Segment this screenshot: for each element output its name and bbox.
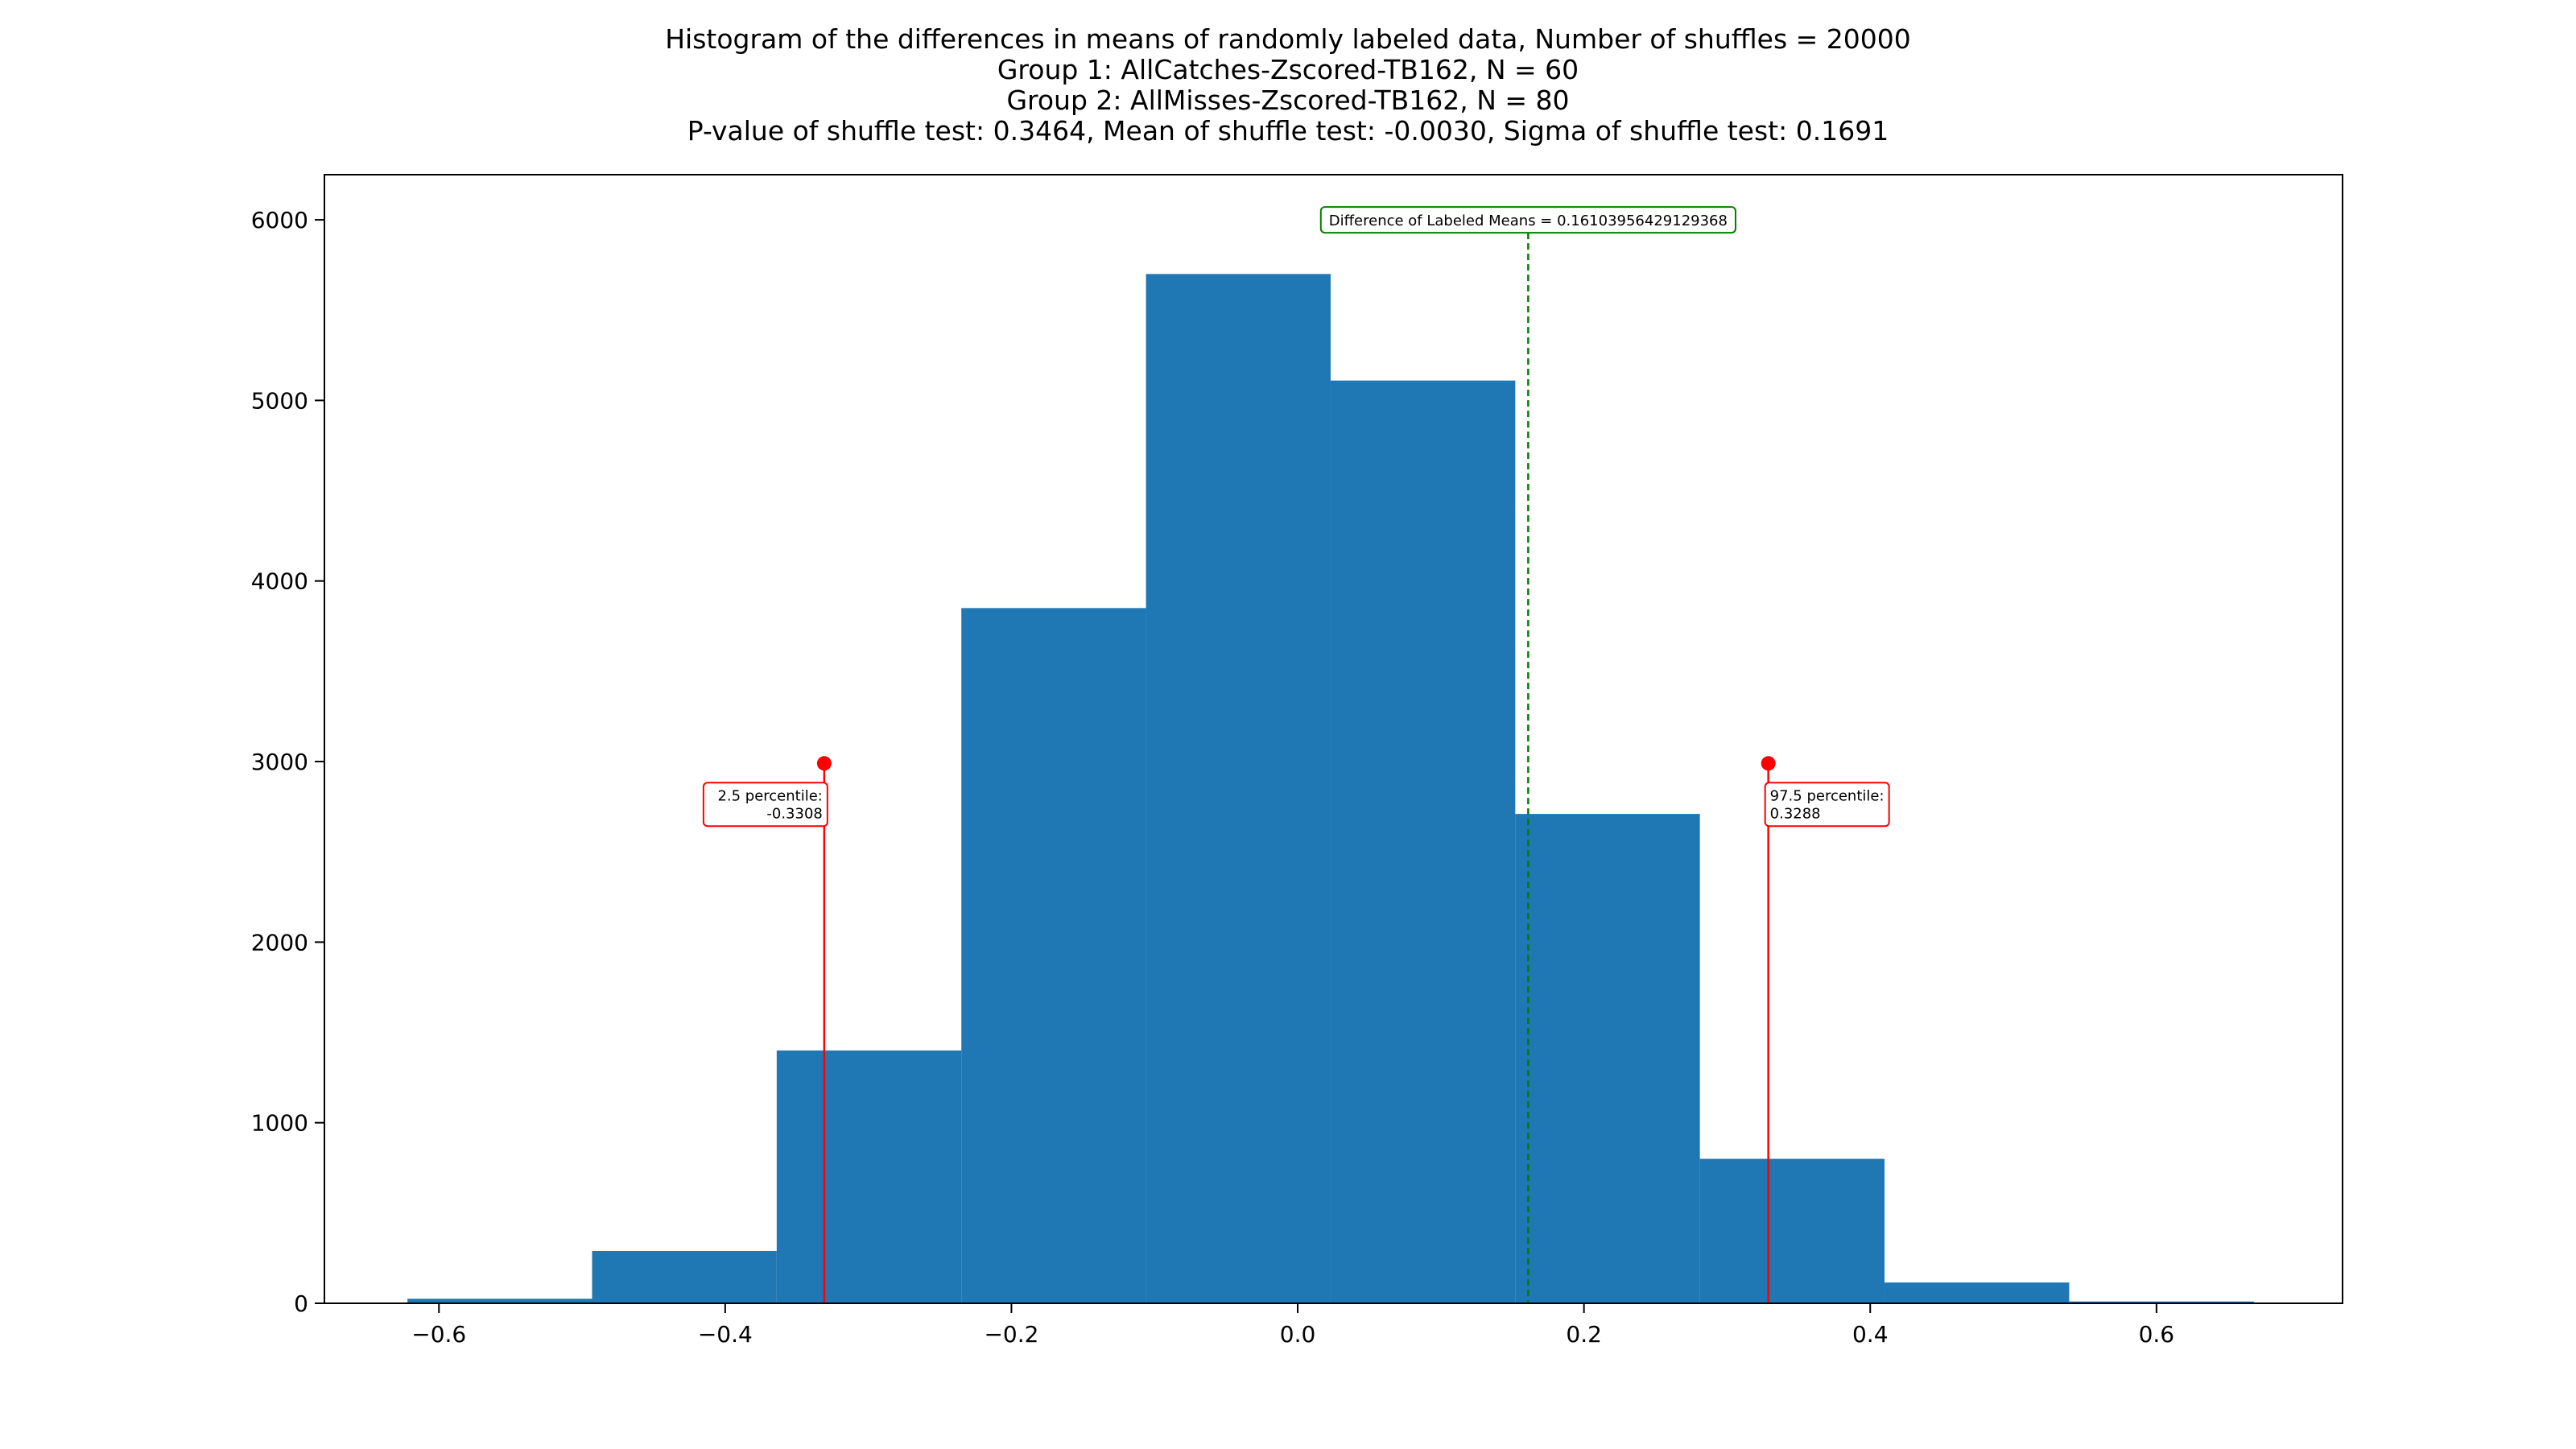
percentile-box bbox=[702, 782, 828, 828]
percentile-label-title: 2.5 percentile: bbox=[717, 787, 822, 804]
y-tick-label: 0 bbox=[294, 1290, 308, 1317]
chart-title-line-2: Group 1: AllCatches-Zscored-TB162, N = 6… bbox=[997, 54, 1579, 85]
plot-frame bbox=[324, 174, 2343, 1304]
x-tick-label: −0.6 bbox=[411, 1321, 466, 1348]
y-tick-label: 4000 bbox=[251, 568, 308, 595]
histogram-bar bbox=[1699, 1158, 1885, 1303]
x-tick-label: −0.4 bbox=[698, 1321, 753, 1348]
y-axis: 0 1000 2000 3000 4000 5000 6000 bbox=[251, 207, 324, 1317]
x-axis: −0.6 −0.4 −0.2 0.0 0.2 0.4 0.6 bbox=[411, 1303, 2174, 1348]
x-tick-label: 0.6 bbox=[2139, 1321, 2175, 1348]
histogram-bar bbox=[2069, 1301, 2254, 1303]
histogram-bar bbox=[776, 1050, 962, 1303]
percentile-box bbox=[1764, 782, 1890, 828]
labeled-mean-label: Difference of Labeled Means = 0.16103956… bbox=[1329, 213, 1728, 229]
histogram-bar bbox=[592, 1250, 777, 1303]
chart-title-line-1: Histogram of the differences in means of… bbox=[665, 23, 1911, 55]
x-tick-label: 0.0 bbox=[1280, 1321, 1316, 1348]
labeled-mean-box bbox=[1319, 206, 1736, 234]
percentile-label-value: 0.3288 bbox=[1770, 805, 1821, 822]
annotations: Difference of Labeled Means = 0.16103956… bbox=[702, 206, 1890, 1303]
chart-title-line-3: Group 2: AllMisses-Zscored-TB162, N = 80 bbox=[1006, 85, 1570, 116]
percentile-marker bbox=[816, 756, 832, 771]
y-tick-label: 2000 bbox=[251, 929, 308, 956]
histogram-bar bbox=[1885, 1282, 2070, 1303]
y-tick-label: 5000 bbox=[251, 387, 308, 414]
y-tick-label: 3000 bbox=[251, 749, 308, 775]
y-tick-label: 6000 bbox=[251, 207, 308, 233]
percentile-label-value: -0.3308 bbox=[766, 805, 822, 822]
x-tick-label: 0.4 bbox=[1852, 1321, 1889, 1348]
y-tick-label: 1000 bbox=[251, 1110, 308, 1137]
histogram-bar bbox=[1515, 814, 1700, 1303]
chart-title-line-4: P-value of shuffle test: 0.3464, Mean of… bbox=[687, 115, 1889, 147]
histogram-bar bbox=[961, 608, 1146, 1303]
percentile-label-title: 97.5 percentile: bbox=[1770, 787, 1885, 804]
x-tick-label: 0.2 bbox=[1566, 1321, 1602, 1348]
x-tick-label: −0.2 bbox=[984, 1321, 1038, 1348]
percentile-marker bbox=[1761, 756, 1776, 771]
histogram-bars bbox=[407, 274, 2254, 1304]
histogram-bar bbox=[1146, 274, 1331, 1304]
histogram-bar bbox=[1330, 380, 1516, 1303]
histogram-bar bbox=[407, 1298, 592, 1303]
